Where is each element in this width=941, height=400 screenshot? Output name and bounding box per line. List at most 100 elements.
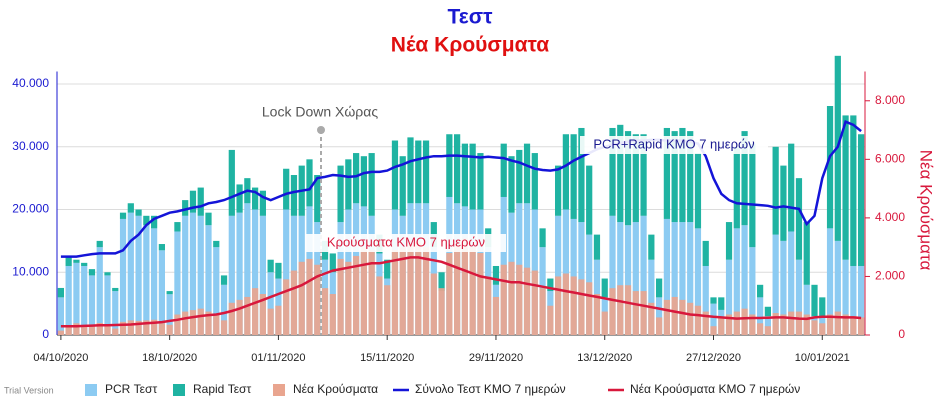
- bar: [764, 306, 771, 317]
- bar: [702, 265, 709, 335]
- label-background: [306, 234, 506, 252]
- bar: [306, 159, 313, 207]
- label-background: [580, 136, 768, 154]
- bar: [749, 247, 756, 335]
- bar: [236, 212, 243, 335]
- bar: [314, 264, 321, 335]
- bar: [236, 299, 243, 335]
- y-tick-label: 10.000: [12, 264, 49, 278]
- bar: [508, 156, 515, 213]
- bar: [570, 134, 577, 219]
- legend-label: Rapid Τεστ: [193, 382, 251, 396]
- bar: [422, 247, 430, 335]
- bar: [718, 317, 725, 335]
- bar: [158, 244, 165, 251]
- bar: [399, 156, 406, 216]
- bar: [81, 325, 88, 335]
- bar: [795, 178, 803, 260]
- bar: [733, 146, 740, 229]
- bar: [764, 316, 771, 335]
- legend-label: Νέα Κρούσματα: [293, 382, 378, 396]
- bar: [842, 314, 849, 335]
- bar: [555, 215, 562, 335]
- y2-tick-label: 4.000: [875, 210, 905, 224]
- y-tick-label: 40.000: [12, 76, 49, 90]
- bar: [166, 294, 173, 335]
- bar: [275, 305, 282, 335]
- bar: [826, 106, 834, 229]
- bar: [834, 240, 841, 335]
- bar: [415, 241, 422, 335]
- bar: [656, 317, 663, 335]
- bar: [368, 153, 375, 216]
- bar: [803, 222, 810, 285]
- bar: [516, 264, 523, 335]
- bar: [562, 209, 569, 335]
- bar: [523, 143, 531, 204]
- bar: [151, 228, 158, 335]
- x-tick-label: 18/10/2020: [142, 352, 197, 364]
- legend-label: Νέα Κρούσματα ΚΜΟ 7 ημερών: [630, 382, 800, 396]
- bar: [562, 273, 569, 335]
- bar: [143, 215, 150, 226]
- bar: [492, 265, 500, 285]
- line-label: Κρούσματα ΚΜΟ 7 ημερών: [327, 234, 485, 249]
- bar: [337, 165, 344, 223]
- bar: [671, 131, 678, 223]
- bar: [174, 231, 181, 335]
- bar: [826, 314, 834, 335]
- annotations: Lock Down Χώρας Κρούσματα ΚΜΟ 7 ημερών P…: [262, 104, 768, 335]
- bar: [632, 291, 639, 335]
- bar: [671, 222, 678, 335]
- bar: [252, 187, 259, 210]
- bar: [609, 127, 616, 216]
- bar: [702, 240, 709, 266]
- bar: [96, 247, 103, 335]
- bar: [780, 314, 787, 335]
- bar: [391, 250, 399, 335]
- bar: [446, 134, 453, 197]
- bar: [710, 303, 717, 335]
- bar: [757, 284, 764, 298]
- bar: [259, 294, 266, 335]
- bar: [780, 240, 787, 335]
- bar: [454, 244, 461, 335]
- bar: [112, 291, 119, 335]
- bar: [640, 291, 647, 335]
- legend: PCR Τεστ Rapid Τεστ Νέα Κρούσματα Σύνολο Τε…: [85, 382, 800, 396]
- bar: [648, 302, 655, 335]
- y-tick-label: 20.000: [12, 202, 49, 216]
- bar: [694, 305, 702, 335]
- bar: [415, 140, 422, 204]
- annotation-pin-head: [317, 126, 325, 134]
- bar: [819, 323, 826, 335]
- bar: [197, 215, 204, 335]
- bar: [617, 285, 624, 335]
- bar: [811, 320, 818, 335]
- bar: [407, 137, 414, 204]
- bar: [834, 311, 841, 335]
- bar: [555, 276, 562, 335]
- bar: [88, 275, 96, 335]
- bar: [143, 225, 150, 335]
- bar: [220, 284, 228, 335]
- bar: [283, 279, 290, 335]
- bar: [764, 326, 771, 335]
- bar: [446, 253, 453, 335]
- bar: [283, 168, 290, 210]
- bar: [648, 234, 655, 260]
- bar: [143, 320, 150, 335]
- bar: [290, 175, 298, 216]
- bar: [384, 285, 391, 335]
- bar: [189, 190, 197, 213]
- bar: [353, 153, 360, 204]
- bar: [96, 322, 103, 335]
- bar: [81, 262, 88, 266]
- bar: [205, 212, 212, 226]
- bar: [135, 209, 142, 216]
- line: [60, 120, 862, 258]
- bar: [57, 330, 64, 335]
- bar: [267, 308, 274, 335]
- bar: [702, 311, 709, 335]
- bar: [617, 222, 624, 335]
